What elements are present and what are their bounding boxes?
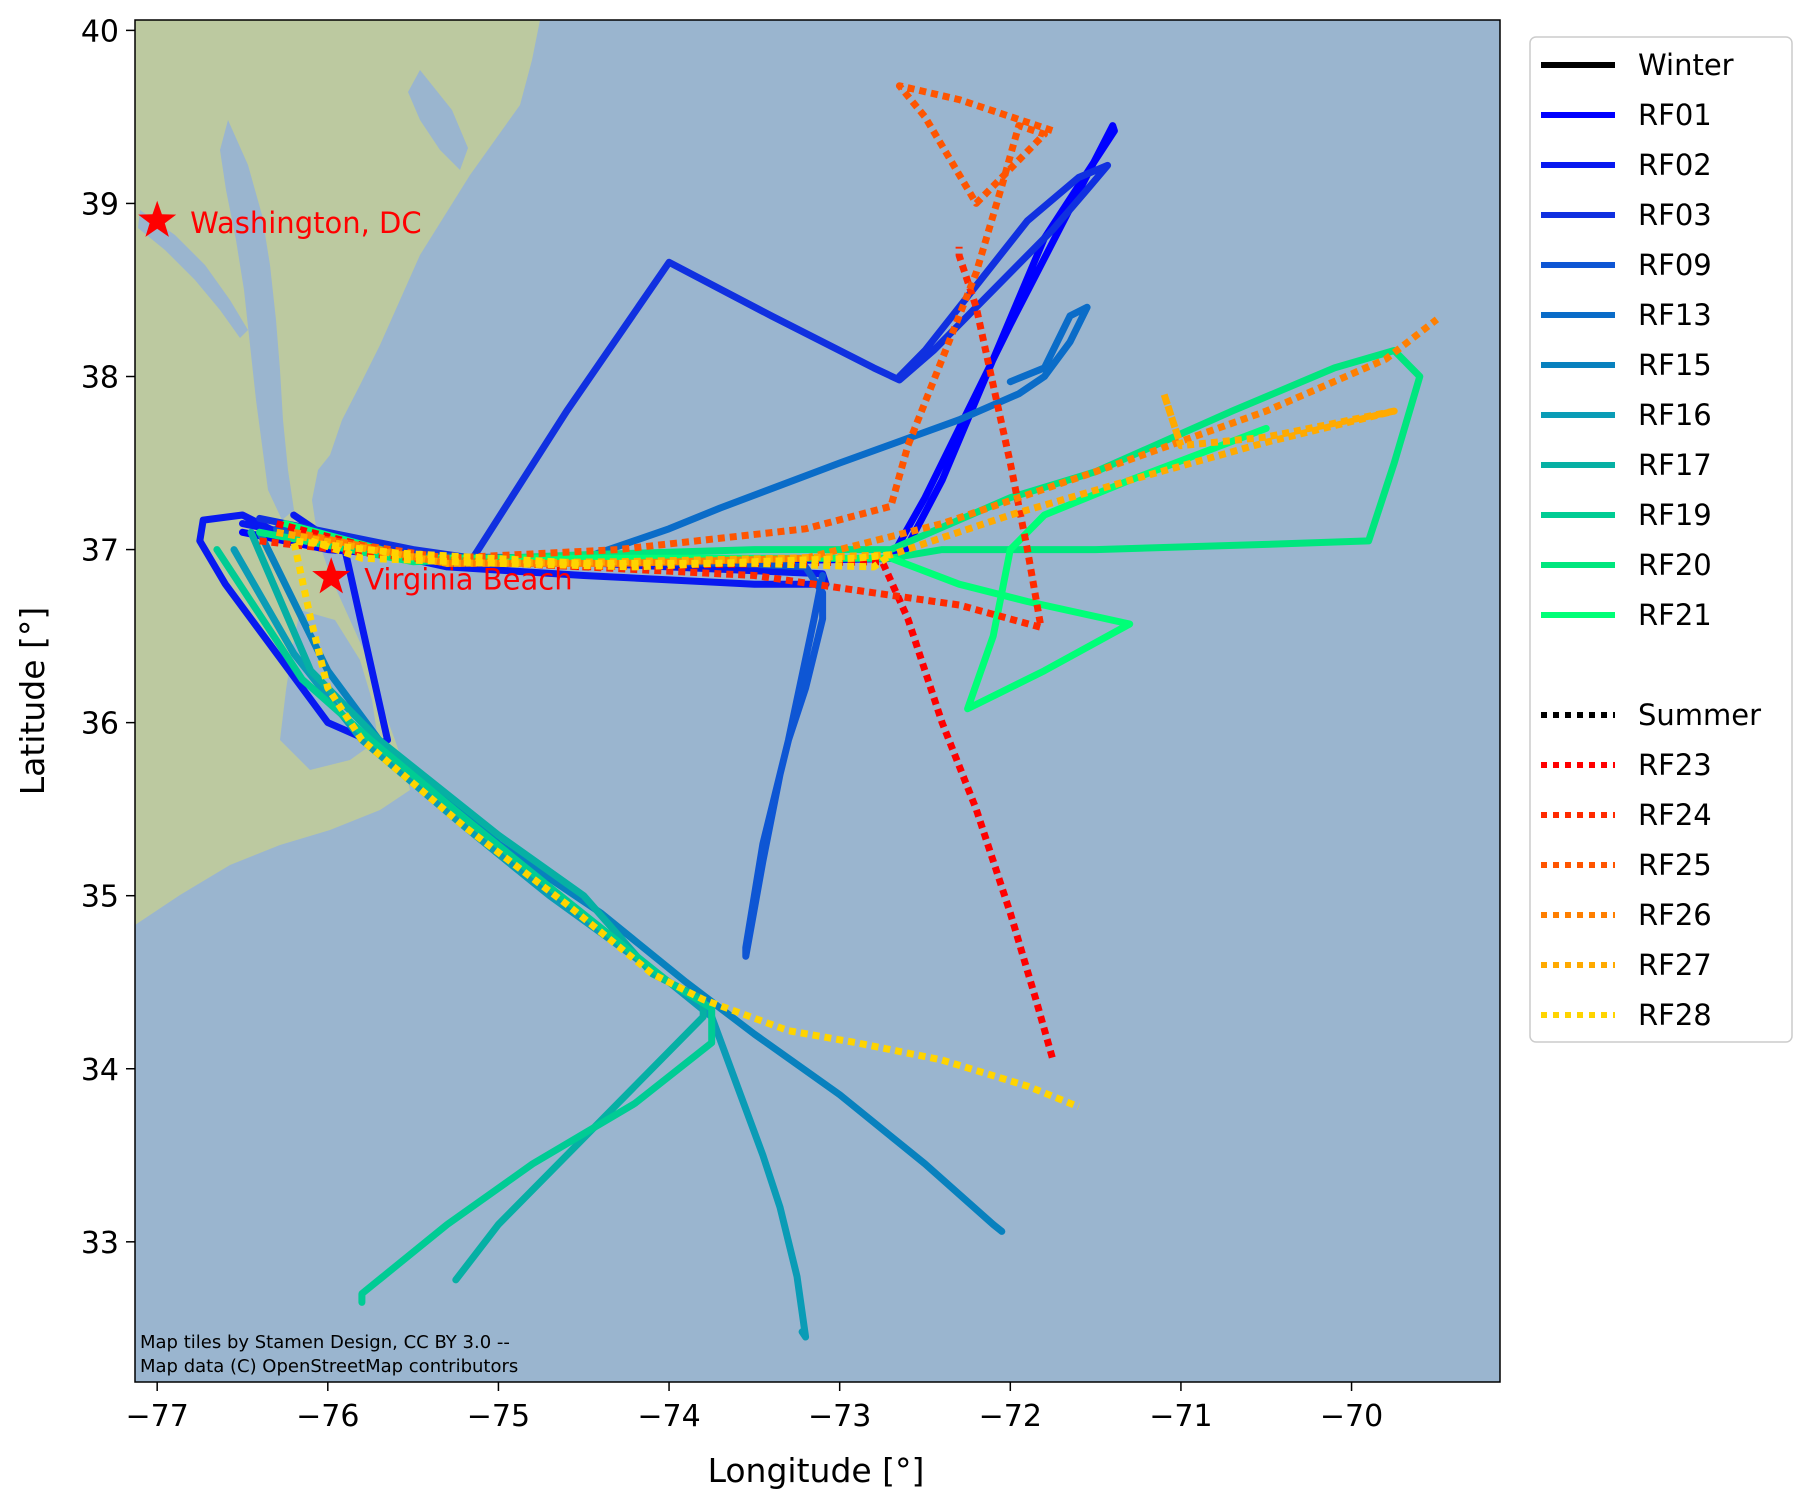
plot-frame <box>134 19 1501 1383</box>
y-tick-label: 38 <box>81 361 119 396</box>
land-mainland <box>135 20 540 925</box>
x-tick-label: −74 <box>637 1399 700 1434</box>
legend-label: RF24 <box>1638 798 1712 832</box>
legend-label: RF23 <box>1638 748 1712 782</box>
legend-label: RF27 <box>1638 948 1712 982</box>
y-tick-label: 34 <box>81 1053 119 1088</box>
map-attribution-line-1: Map tiles by Stamen Design, CC BY 3.0 -- <box>140 1332 510 1353</box>
city-star-icon <box>138 200 177 237</box>
legend-label: RF01 <box>1638 98 1712 132</box>
legend-label: RF09 <box>1638 248 1712 282</box>
track-rf28 <box>290 537 1080 1111</box>
x-axis: −77 −76 −75 −74 −73 −72 −71 −70 <box>126 1382 1383 1434</box>
track-rf19 <box>213 546 716 1306</box>
y-axis: 33 34 35 36 37 38 39 40 <box>81 14 135 1261</box>
map-attribution-line-2: Map data (C) OpenStreetMap contributors <box>140 1356 518 1377</box>
legend-label: RF26 <box>1638 898 1712 932</box>
y-tick-label: 36 <box>81 707 119 742</box>
legend-label: RF17 <box>1638 448 1712 482</box>
legend-label: RF03 <box>1638 198 1712 232</box>
legend-label: RF25 <box>1638 848 1712 882</box>
flight-tracks <box>196 82 1440 1341</box>
track-rf20 <box>256 347 1424 566</box>
y-tick-label: 39 <box>81 187 119 222</box>
track-rf03 <box>256 161 1112 562</box>
track-rf25 <box>276 82 1055 562</box>
y-tick-label: 37 <box>81 534 119 569</box>
x-tick-label: −76 <box>296 1399 359 1434</box>
legend-label: Winter <box>1638 48 1734 82</box>
city-label: Virginia Beach <box>364 562 572 596</box>
city-star-icon <box>312 557 351 594</box>
legend-label: Summer <box>1638 698 1761 732</box>
track-rf26 <box>293 316 1440 567</box>
legend-frame <box>1529 36 1793 1043</box>
y-tick-label: 33 <box>81 1226 119 1261</box>
delaware-bay <box>408 70 468 170</box>
y-tick-label: 35 <box>81 880 119 915</box>
city-label: Washington, DC <box>190 206 421 240</box>
legend-label: RF13 <box>1638 298 1712 332</box>
track-rf27 <box>275 390 1398 567</box>
legend-label: RF28 <box>1638 998 1712 1032</box>
x-tick-label: −72 <box>979 1399 1042 1434</box>
potomac-river <box>138 210 248 338</box>
y-axis-label: Latitude [°] <box>13 607 52 796</box>
legend-label: RF21 <box>1638 598 1712 632</box>
legend-label: RF19 <box>1638 498 1712 532</box>
x-tick-label: −75 <box>467 1399 530 1434</box>
legend: Winter RF01 RF02 RF03 RF09 RF13 RF15 RF16 RF17 RF… <box>1529 36 1793 1043</box>
legend-label: RF16 <box>1638 398 1712 432</box>
chesapeake-bay <box>220 120 294 520</box>
legend-label: RF02 <box>1638 148 1712 182</box>
x-tick-label: −70 <box>1320 1399 1383 1434</box>
y-tick-label: 40 <box>81 14 119 49</box>
x-tick-label: −77 <box>126 1399 189 1434</box>
x-tick-label: −71 <box>1149 1399 1212 1434</box>
legend-label: RF15 <box>1638 348 1712 382</box>
city-markers: Washington, DC Virginia Beach <box>138 200 573 596</box>
legend-label: RF20 <box>1638 548 1712 582</box>
x-axis-label: Longitude [°] <box>708 1451 925 1490</box>
x-tick-label: −73 <box>808 1399 871 1434</box>
track-rf15 <box>256 528 1006 1235</box>
